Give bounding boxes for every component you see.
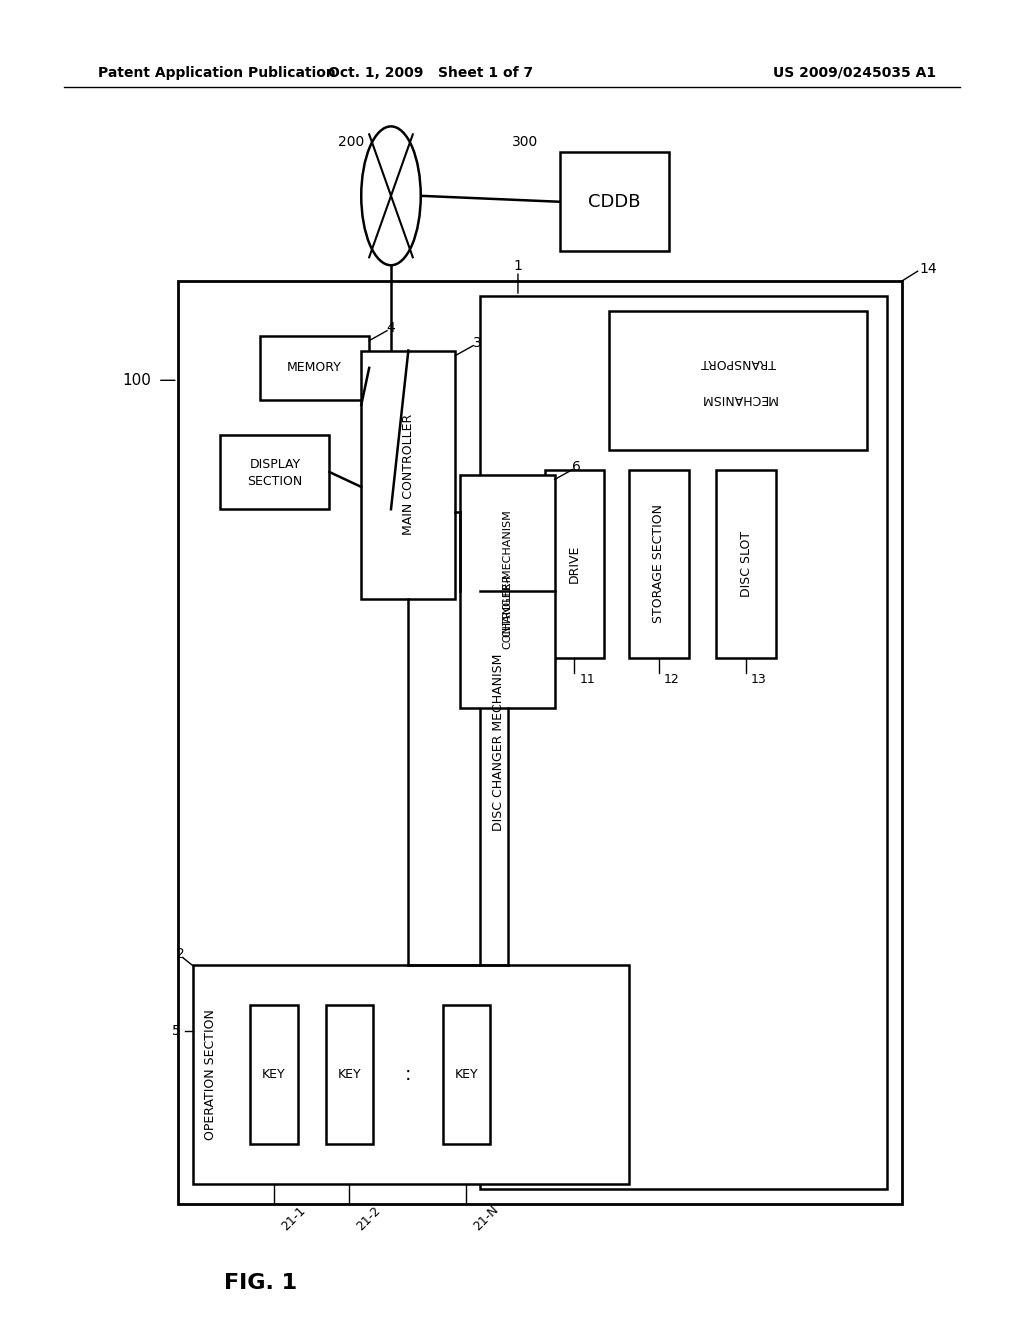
Text: 300: 300 — [512, 135, 538, 149]
Bar — [250, 1005, 298, 1144]
Text: TRANSPORT: TRANSPORT — [700, 356, 775, 370]
Text: KEY: KEY — [262, 1068, 286, 1081]
Bar — [629, 470, 688, 657]
Text: DISPLAY: DISPLAY — [250, 458, 300, 471]
Text: CONTROLLER: CONTROLLER — [503, 573, 513, 648]
Bar — [178, 281, 902, 1204]
Text: STORAGE SECTION: STORAGE SECTION — [652, 504, 666, 623]
Text: FIG. 1: FIG. 1 — [223, 1272, 297, 1292]
Ellipse shape — [361, 127, 421, 265]
Bar — [193, 965, 629, 1184]
Bar — [220, 434, 330, 510]
Bar — [480, 296, 887, 1189]
Text: 3: 3 — [473, 335, 481, 350]
Bar — [361, 351, 456, 598]
Bar — [461, 474, 555, 708]
Text: 200: 200 — [338, 135, 365, 149]
Text: 13: 13 — [751, 673, 767, 686]
Text: DRIVE: DRIVE — [568, 545, 581, 583]
Bar — [717, 470, 776, 657]
Text: 12: 12 — [664, 673, 680, 686]
Text: 100: 100 — [122, 372, 151, 388]
Text: MEMORY: MEMORY — [287, 362, 342, 375]
Text: 2: 2 — [176, 946, 185, 961]
Text: MECHANISM: MECHANISM — [699, 392, 776, 405]
Text: CDDB: CDDB — [588, 193, 640, 211]
Text: DISC CHANGER MECHANISM: DISC CHANGER MECHANISM — [492, 653, 505, 832]
Text: 21-1: 21-1 — [279, 1204, 308, 1233]
Bar — [609, 312, 867, 450]
Text: 21-N: 21-N — [471, 1204, 502, 1233]
Bar — [545, 470, 604, 657]
Text: 1: 1 — [513, 259, 522, 273]
Bar — [559, 152, 669, 251]
Text: MAIN CONTROLLER: MAIN CONTROLLER — [401, 414, 415, 535]
Text: KEY: KEY — [338, 1068, 361, 1081]
Text: CHANGER-MECHANISM: CHANGER-MECHANISM — [503, 510, 513, 638]
Text: US 2009/0245035 A1: US 2009/0245035 A1 — [773, 66, 937, 79]
Text: :: : — [404, 1065, 411, 1084]
Text: 6: 6 — [572, 459, 581, 474]
Text: Oct. 1, 2009   Sheet 1 of 7: Oct. 1, 2009 Sheet 1 of 7 — [328, 66, 534, 79]
Text: SECTION: SECTION — [248, 475, 302, 488]
Text: 14: 14 — [920, 263, 937, 276]
Text: 11: 11 — [580, 673, 595, 686]
Bar — [260, 335, 370, 400]
Bar — [326, 1005, 373, 1144]
Text: DISC SLOT: DISC SLOT — [739, 531, 753, 597]
Text: 4: 4 — [387, 321, 395, 335]
Bar — [442, 1005, 490, 1144]
Text: Patent Application Publication: Patent Application Publication — [98, 66, 336, 79]
Text: 5: 5 — [172, 1024, 180, 1038]
Text: KEY: KEY — [455, 1068, 478, 1081]
Text: 21-2: 21-2 — [354, 1204, 383, 1233]
Text: OPERATION SECTION: OPERATION SECTION — [204, 1010, 217, 1140]
